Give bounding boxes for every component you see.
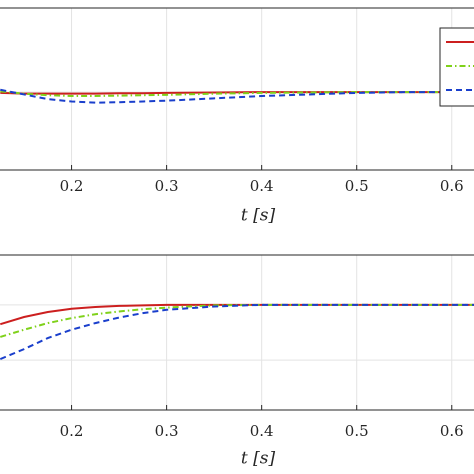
series-line bbox=[0, 303, 474, 360]
plot-area bbox=[0, 8, 474, 170]
x-tick-label: 0.5 bbox=[345, 177, 369, 195]
x-tick-label: 0.4 bbox=[250, 177, 274, 195]
axes-frame bbox=[0, 7, 474, 171]
series-line bbox=[0, 90, 474, 98]
x-tick-label: 0.3 bbox=[155, 177, 179, 195]
x-tick-label: 0.5 bbox=[345, 422, 369, 440]
series-line bbox=[0, 303, 474, 338]
axes-frame bbox=[0, 254, 474, 411]
x-tick-label: 0.3 bbox=[155, 422, 179, 440]
x-tick-label: 0.2 bbox=[60, 177, 84, 195]
x-axis-label: t [s] bbox=[241, 206, 276, 226]
x-tick-label: 0.4 bbox=[250, 422, 274, 440]
x-tick-label: 0.6 bbox=[440, 422, 464, 440]
series-line bbox=[0, 303, 474, 326]
x-tick-label: 0.2 bbox=[60, 422, 84, 440]
x-tick-label: 0.6 bbox=[440, 177, 464, 195]
plot-area bbox=[0, 255, 474, 410]
x-axis-label: t [s] bbox=[241, 449, 276, 469]
